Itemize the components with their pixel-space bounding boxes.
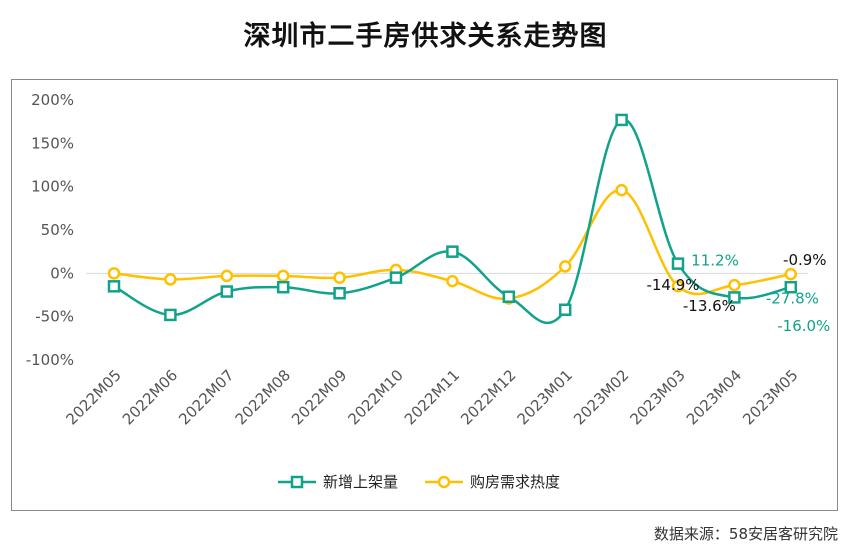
data-point-demand-heat [615, 183, 628, 197]
data-label: -0.9% [783, 251, 827, 269]
y-tick-label: -100% [26, 351, 74, 369]
data-point-demand-heat [784, 267, 798, 281]
x-tick-label: 2022M05 [62, 366, 124, 428]
data-point-demand-heat [333, 271, 346, 284]
y-tick-label: -50% [35, 308, 74, 326]
data-label: -27.8% [766, 289, 819, 307]
x-tick-label: 2023M03 [626, 366, 688, 428]
x-tick-label: 2022M11 [401, 366, 463, 428]
data-point-new-listings [389, 271, 403, 284]
data-point-new-listings [164, 308, 177, 322]
data-point-demand-heat [558, 260, 572, 273]
x-tick-label: 2022M09 [288, 366, 350, 428]
data-point-new-listings [502, 290, 516, 303]
data-point-new-listings [671, 257, 685, 270]
data-point-new-listings [446, 245, 459, 258]
data-point-demand-heat [446, 274, 459, 288]
y-tick-label: 200% [31, 91, 74, 109]
y-tick-label: 50% [41, 221, 74, 239]
data-point-demand-heat [276, 269, 290, 283]
data-label: -13.6% [683, 297, 736, 315]
data-point-new-listings [615, 113, 628, 127]
x-tick-label: 2023M05 [739, 366, 801, 428]
data-point-new-listings [558, 303, 572, 316]
x-tick-label: 2022M06 [119, 366, 181, 428]
data-label: -14.9% [646, 276, 699, 294]
x-tick-label: 2022M07 [175, 366, 237, 428]
data-point-demand-heat [107, 267, 121, 280]
legend-marker [290, 475, 304, 489]
legend-marker [437, 475, 451, 489]
data-label: -16.0% [777, 317, 830, 335]
data-source-note: 数据来源：58安居客研究院 [653, 525, 838, 543]
y-tick-label: 150% [31, 134, 74, 152]
data-point-new-listings [333, 287, 346, 300]
x-tick-label: 2022M08 [232, 366, 294, 428]
data-label: 11.2% [691, 252, 739, 270]
y-tick-label: 0% [50, 264, 74, 282]
chart-title: 深圳市二手房供求关系走势图 [243, 21, 608, 52]
x-tick-label: 2023M01 [514, 366, 576, 428]
x-tick-label: 2023M02 [570, 366, 632, 428]
data-point-demand-heat [164, 273, 177, 286]
data-point-new-listings [107, 280, 121, 293]
data-point-new-listings [728, 291, 741, 304]
data-point-new-listings [784, 280, 798, 294]
x-tick-label: 2022M12 [457, 366, 519, 428]
data-point-demand-heat [671, 279, 685, 293]
y-tick-label: 100% [31, 178, 74, 196]
legend-label: 购房需求热度 [470, 473, 560, 491]
x-tick-label: 2023M04 [683, 366, 745, 428]
x-tick-label: 2022M10 [344, 366, 406, 428]
data-point-demand-heat [728, 278, 741, 292]
data-point-demand-heat [220, 269, 234, 283]
data-point-new-listings [276, 280, 290, 294]
legend-label: 新增上架量 [323, 473, 398, 491]
data-point-new-listings [220, 285, 234, 298]
